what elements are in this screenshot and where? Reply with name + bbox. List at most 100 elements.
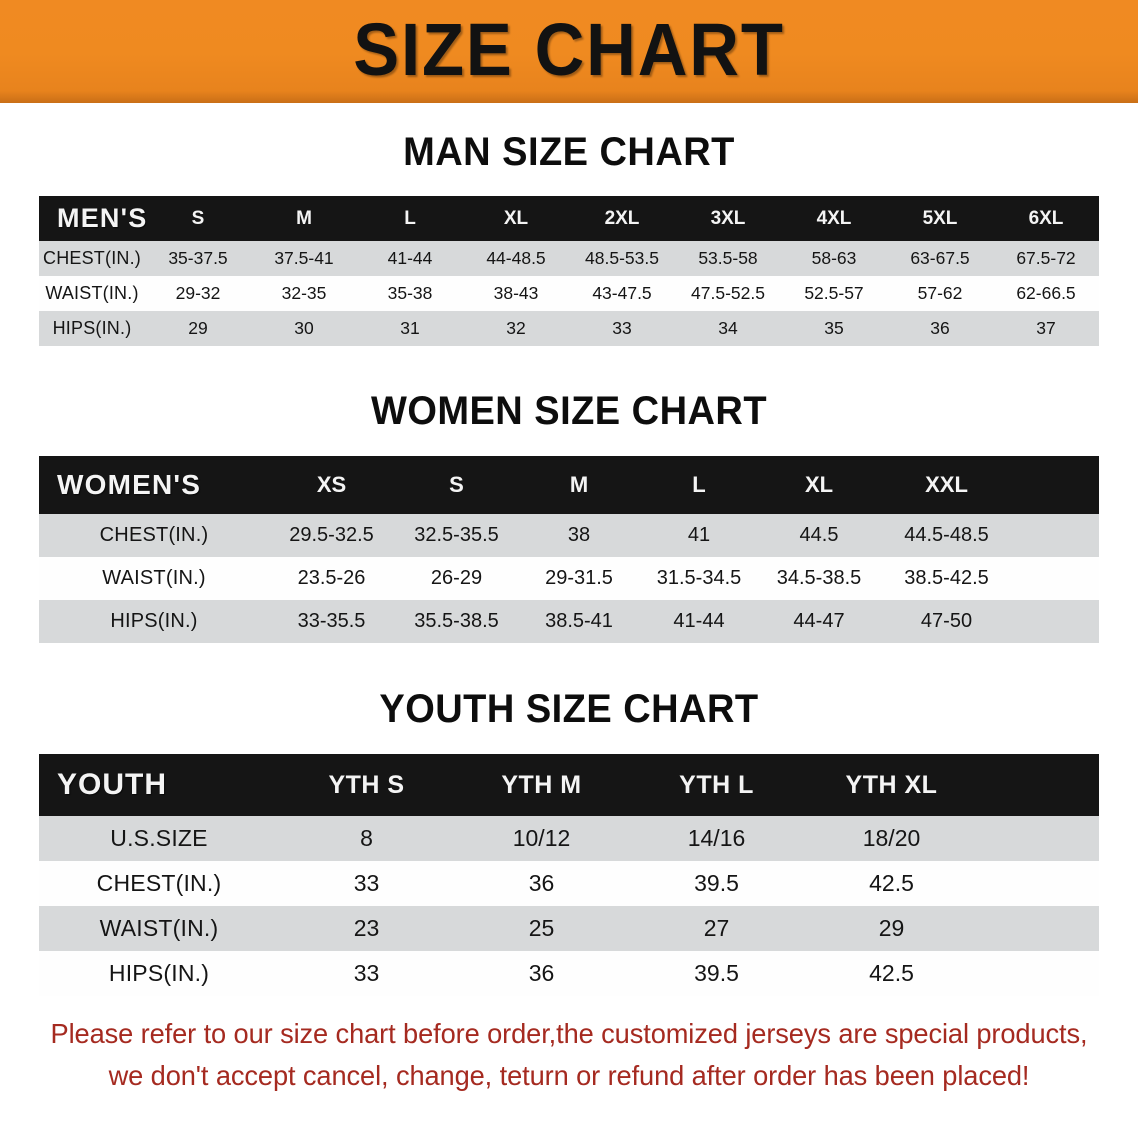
man-waist-2xl: 43-47.5 (592, 283, 652, 303)
man-hips-s: 29 (188, 318, 208, 338)
man-waist-4xl: 52.5-57 (804, 283, 864, 303)
disclaimer-line-1: Please refer to our size chart before or… (50, 1018, 1088, 1049)
youth-size-table: YOUTH YTH S YTH M YTH L YTH XL U.S.SIZE … (39, 754, 1099, 996)
man-hips-xl: 32 (506, 318, 526, 338)
women-chest-s: 32.5-35.5 (414, 524, 499, 546)
youth-table-body: U.S.SIZE 8 10/12 14/16 18/20 CHEST(IN.) … (39, 816, 1099, 996)
women-chest-xs: 29.5-32.5 (289, 524, 374, 546)
youth-hips-xl: 42.5 (869, 960, 914, 986)
youth-chest-m: 36 (528, 870, 555, 896)
women-chest-xxl: 44.5-48.5 (904, 524, 989, 546)
youth-col-xl: YTH XL (845, 770, 938, 799)
man-chest-3xl: 53.5-58 (698, 248, 758, 268)
man-row-label-hips: HIPS(IN.) (52, 318, 132, 338)
women-col-xxl: XXL (925, 472, 968, 497)
youth-header-label: YOUTH (57, 768, 167, 801)
man-col-s: S (191, 207, 205, 229)
man-hips-2xl: 33 (612, 318, 632, 338)
youth-header-row: YOUTH YTH S YTH M YTH L YTH XL (39, 754, 1099, 816)
youth-hips-s: 33 (353, 960, 380, 986)
women-table-container: WOMEN'S XS S M L XL XXL CHEST(IN.) 29.5-… (0, 456, 1138, 643)
man-row-label-chest: CHEST(IN.) (43, 248, 141, 268)
man-chest-s: 35-37.5 (168, 248, 228, 268)
women-hips-xl: 44-47 (793, 610, 845, 632)
women-waist-spacer (1014, 557, 1099, 600)
women-waist-xs: 23.5-26 (297, 567, 366, 589)
man-chest-6xl: 67.5-72 (1016, 248, 1076, 268)
youth-ussize-spacer (979, 816, 1099, 861)
man-waist-6xl: 62-66.5 (1016, 283, 1076, 303)
youth-chest-l: 39.5 (694, 870, 739, 896)
youth-chest-spacer (979, 861, 1099, 906)
youth-chest-xl: 42.5 (869, 870, 914, 896)
women-col-s: S (449, 472, 464, 497)
table-row: WAIST(IN.) 23.5-26 26-29 29-31.5 31.5-34… (39, 557, 1099, 600)
man-chest-5xl: 63-67.5 (910, 248, 970, 268)
table-row: HIPS(IN.) 33 36 39.5 42.5 (39, 951, 1099, 996)
women-size-table: WOMEN'S XS S M L XL XXL CHEST(IN.) 29.5-… (39, 456, 1099, 643)
man-header-row: MEN'S S M L XL 2XL 3XL 4XL 5XL 6XL (39, 196, 1099, 241)
man-col-m: M (296, 207, 312, 229)
man-waist-m: 32-35 (281, 283, 327, 303)
table-row: WAIST(IN.) 23 25 27 29 (39, 906, 1099, 951)
man-col-3xl: 3XL (710, 207, 746, 229)
man-header-label: MEN'S (57, 203, 148, 233)
women-chest-spacer (1014, 514, 1099, 557)
youth-col-l: YTH L (679, 770, 754, 799)
women-col-m: M (569, 472, 589, 497)
youth-ussize-s: 8 (360, 825, 373, 851)
man-waist-l: 35-38 (387, 283, 433, 303)
man-col-4xl: 4XL (816, 207, 852, 229)
women-waist-m: 29-31.5 (545, 567, 613, 589)
man-size-table: MEN'S S M L XL 2XL 3XL 4XL 5XL 6XL CHEST… (39, 196, 1099, 346)
man-hips-3xl: 34 (718, 318, 738, 338)
table-row: CHEST(IN.) 33 36 39.5 42.5 (39, 861, 1099, 906)
women-hips-xxl: 47-50 (920, 610, 973, 632)
women-chest-xl: 44.5 (799, 524, 839, 546)
man-col-xl: XL (503, 207, 529, 229)
women-hips-xs: 33-35.5 (297, 610, 366, 632)
man-table-head: MEN'S S M L XL 2XL 3XL 4XL 5XL 6XL (39, 196, 1099, 241)
youth-row-label-ussize: U.S.SIZE (110, 825, 208, 851)
youth-row-label-waist: WAIST(IN.) (99, 915, 219, 941)
man-chest-2xl: 48.5-53.5 (585, 248, 659, 268)
women-table-body: CHEST(IN.) 29.5-32.5 32.5-35.5 38 41 44.… (39, 514, 1099, 643)
youth-table-head: YOUTH YTH S YTH M YTH L YTH XL (39, 754, 1099, 816)
man-waist-s: 29-32 (175, 283, 221, 303)
man-hips-4xl: 35 (824, 318, 844, 338)
youth-waist-s: 23 (353, 915, 380, 941)
man-chest-m: 37.5-41 (274, 248, 334, 268)
man-waist-5xl: 57-62 (917, 283, 963, 303)
women-row-label-waist: WAIST(IN.) (102, 567, 206, 589)
youth-waist-xl: 29 (878, 915, 905, 941)
youth-hips-spacer (979, 951, 1099, 996)
table-row: HIPS(IN.) 29 30 31 32 33 34 35 36 37 (39, 311, 1099, 346)
youth-table-container: YOUTH YTH S YTH M YTH L YTH XL U.S.SIZE … (0, 754, 1138, 996)
man-col-6xl: 6XL (1028, 207, 1064, 229)
youth-section-title: YOUTH SIZE CHART (379, 687, 759, 731)
size-chart-disclaimer: Please refer to our size chart before or… (44, 1013, 1093, 1097)
man-waist-xl: 38-43 (493, 283, 539, 303)
women-hips-spacer (1014, 600, 1099, 643)
women-waist-s: 26-29 (430, 567, 483, 589)
man-row-label-waist: WAIST(IN.) (45, 283, 139, 303)
women-waist-xl: 34.5-38.5 (776, 567, 862, 589)
man-col-5xl: 5XL (922, 207, 958, 229)
man-hips-m: 30 (294, 318, 314, 338)
man-chest-l: 41-44 (387, 248, 433, 268)
man-table-body: CHEST(IN.) 35-37.5 37.5-41 41-44 44-48.5… (39, 241, 1099, 346)
women-col-spacer (1014, 456, 1099, 514)
women-hips-m: 38.5-41 (545, 610, 613, 632)
women-chest-m: 38 (567, 524, 591, 546)
man-col-2xl: 2XL (604, 207, 640, 229)
women-waist-l: 31.5-34.5 (656, 567, 742, 589)
table-row: U.S.SIZE 8 10/12 14/16 18/20 (39, 816, 1099, 861)
women-row-label-hips: HIPS(IN.) (110, 610, 198, 632)
women-row-label-chest: CHEST(IN.) (99, 524, 209, 546)
youth-row-label-hips: HIPS(IN.) (108, 960, 210, 986)
women-table-head: WOMEN'S XS S M L XL XXL (39, 456, 1099, 514)
man-chest-xl: 44-48.5 (486, 248, 546, 268)
man-section-title: MAN SIZE CHART (403, 130, 735, 174)
youth-col-m: YTH M (501, 770, 582, 799)
table-row: HIPS(IN.) 33-35.5 35.5-38.5 38.5-41 41-4… (39, 600, 1099, 643)
